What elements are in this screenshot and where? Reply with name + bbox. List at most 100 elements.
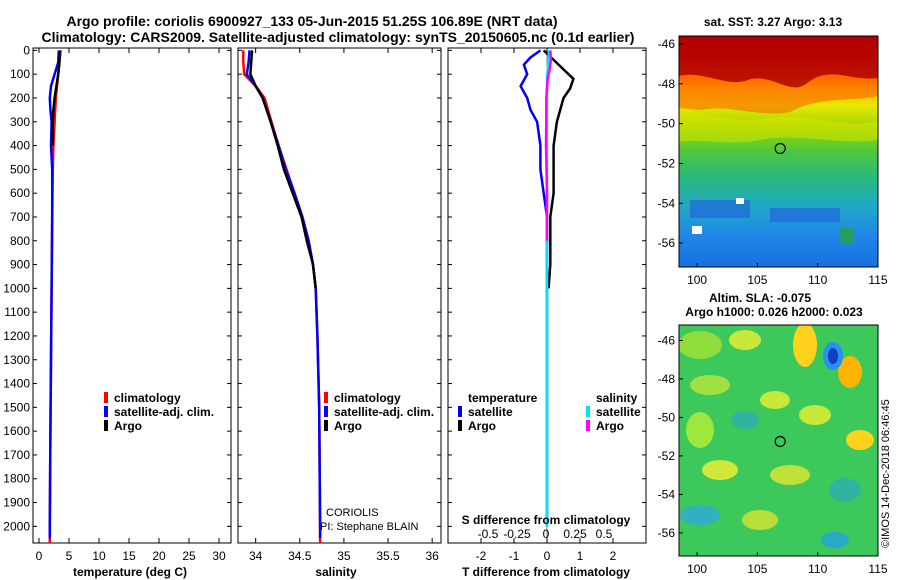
map-x-tick-label: 100 <box>687 562 707 576</box>
x-tick-label: 5 <box>66 549 73 563</box>
depth-tick-label: 200 <box>10 91 30 105</box>
map-y-tick-label: -54 <box>658 196 676 210</box>
sla-texture <box>679 325 874 548</box>
map-y-tick-label: -50 <box>658 117 676 131</box>
series-line-argo <box>249 50 317 289</box>
series-line-argo <box>51 50 62 146</box>
depth-tick-label: 500 <box>10 162 30 176</box>
depth-tick-label: 1800 <box>3 472 30 486</box>
t-difference-label: T difference from climatology <box>462 565 630 579</box>
sst-map-panel: sat. SST: 3.27 Argo: 3.13 <box>658 15 888 287</box>
depth-tick-label: 1700 <box>3 448 30 462</box>
sst-y-ticks: -46 -48 -50 -52 -54 -56 <box>658 37 683 250</box>
legend-label-temp-argo: Argo <box>468 419 496 433</box>
difference-legend: temperature satellite Argo salinity sate… <box>458 391 641 433</box>
x-tick-label: 1 <box>577 549 584 563</box>
sal-legend-swatch-climatology <box>324 392 328 403</box>
title-line-2: Climatology: CARS2009. Satellite-adjuste… <box>42 29 635 45</box>
sla-y-ticks: -46 -48 -50 -52 -54 -56 <box>658 333 683 540</box>
depth-tick-label: 1000 <box>3 281 30 295</box>
title-line-1: Argo profile: coriolis 6900927_133 05-Ju… <box>66 13 557 29</box>
difference-panel: -2 -1 0 1 2 -0.5 -0.25 0 0.25 0.5 S difference f… <box>447 47 647 579</box>
secondary-tick-label: 0 <box>543 527 550 541</box>
temperature-panel: 0 5 10 15 20 25 30 0 100 200 300 400 500 600 700 800 90… <box>3 43 232 579</box>
depth-tick-label: 1500 <box>3 400 30 414</box>
legend-temperature-title: temperature <box>468 391 538 405</box>
map-x-tick-label: 110 <box>808 273 827 287</box>
sla-map-subtitle: Argo h1000: 0.026 h2000: 0.023 <box>685 305 863 319</box>
map-y-tick-label: -46 <box>658 333 676 347</box>
temperature-series <box>48 50 62 543</box>
x-tick-label: 30 <box>212 549 226 563</box>
depth-tick-label: 1300 <box>3 353 30 367</box>
x-tick-label: 34.5 <box>288 549 312 563</box>
depth-tick-label: 1100 <box>4 305 30 319</box>
map-y-tick-label: -56 <box>658 526 676 540</box>
map-y-tick-label: -48 <box>658 77 676 91</box>
series-line-satellite-adj-clim- <box>48 50 61 539</box>
sal-legend-label-argo: Argo <box>334 419 362 433</box>
x-tick-label: -2 <box>476 549 487 563</box>
map-x-tick-label: 110 <box>808 562 827 576</box>
secondary-tick-label: 0.25 <box>563 527 587 541</box>
depth-tick-label: 600 <box>10 186 30 200</box>
difference-series <box>519 48 575 543</box>
x-tick-label: 0 <box>544 549 551 563</box>
sst-x-ticks: 100 105 110 115 <box>687 263 888 287</box>
salinity-legend: climatology satellite-adj. clim. Argo <box>324 391 434 433</box>
annotation-pi: PI: Stephane BLAIN <box>320 521 419 533</box>
annotation-coriolis: CORIOLIS <box>326 507 379 519</box>
legend-swatch-climatology <box>104 392 108 403</box>
legend-swatch-satellite-adj <box>104 406 108 417</box>
sal-legend-label-satellite-adj: satellite-adj. clim. <box>334 405 434 419</box>
depth-tick-label: 1900 <box>3 496 30 510</box>
x-tick-label: 35.5 <box>376 549 400 563</box>
sal-legend-swatch-satellite-adj <box>324 406 328 417</box>
map-x-tick-label: 115 <box>868 562 887 576</box>
x-tick-label: 35 <box>337 549 351 563</box>
secondary-tick-label: 0.5 <box>596 527 613 541</box>
map-x-tick-label: 100 <box>687 273 707 287</box>
map-y-tick-label: -56 <box>658 236 676 250</box>
sla-map-title: Altim. SLA: -0.075 <box>709 291 811 305</box>
map-y-tick-label: -48 <box>658 372 676 386</box>
legend-swatch-temp-argo <box>458 420 462 431</box>
salinity-x-ticks: 34 34.5 35 35.5 36 <box>238 48 441 563</box>
sal-legend-swatch-argo <box>324 420 328 431</box>
sla-x-ticks: 100 105 110 115 <box>687 552 888 576</box>
series-line-salinity-argo <box>544 50 553 241</box>
legend-label-climatology: climatology <box>114 391 181 405</box>
legend-label-satellite-adj: satellite-adj. clim. <box>114 405 214 419</box>
depth-tick-label: 400 <box>10 139 30 153</box>
legend-swatch-temp-satellite <box>458 406 462 417</box>
sst-texture <box>679 36 878 244</box>
secondary-tick-label: -0.25 <box>503 527 531 541</box>
depth-tick-label: 0 <box>23 43 30 57</box>
sal-legend-label-climatology: climatology <box>334 391 401 405</box>
x-tick-label: 15 <box>122 549 136 563</box>
x-tick-label: -1 <box>509 549 520 563</box>
x-tick-label: 25 <box>182 549 196 563</box>
x-tick-label: 20 <box>152 549 166 563</box>
x-tick-label: 0 <box>36 549 43 563</box>
x-tick-label: 36 <box>425 549 439 563</box>
depth-tick-label: 100 <box>10 67 30 81</box>
difference-secondary-ticks: -0.5 -0.25 0 0.25 0.5 <box>478 527 613 541</box>
map-y-tick-label: -52 <box>658 156 676 170</box>
depth-tick-label: 900 <box>10 258 30 272</box>
legend-label-temp-satellite: satellite <box>468 405 513 419</box>
salinity-series <box>242 50 322 543</box>
salinity-panel: 34 34.5 35 35.5 36 salinity climatology sate… <box>237 47 442 579</box>
temperature-legend: climatology satellite-adj. clim. Argo <box>104 391 214 433</box>
depth-tick-label: 2000 <box>3 519 30 533</box>
map-y-tick-label: -46 <box>658 37 676 51</box>
difference-x-ticks: -2 -1 0 1 2 <box>448 48 646 563</box>
depth-tick-label: 1600 <box>3 424 30 438</box>
x-tick-label: 10 <box>92 549 106 563</box>
map-x-tick-label: 105 <box>747 273 767 287</box>
depth-tick-label: 800 <box>10 234 30 248</box>
series-line-temperature-argo <box>542 49 575 289</box>
depth-tick-label: 1400 <box>3 377 30 391</box>
sst-argo-marker <box>774 142 786 155</box>
